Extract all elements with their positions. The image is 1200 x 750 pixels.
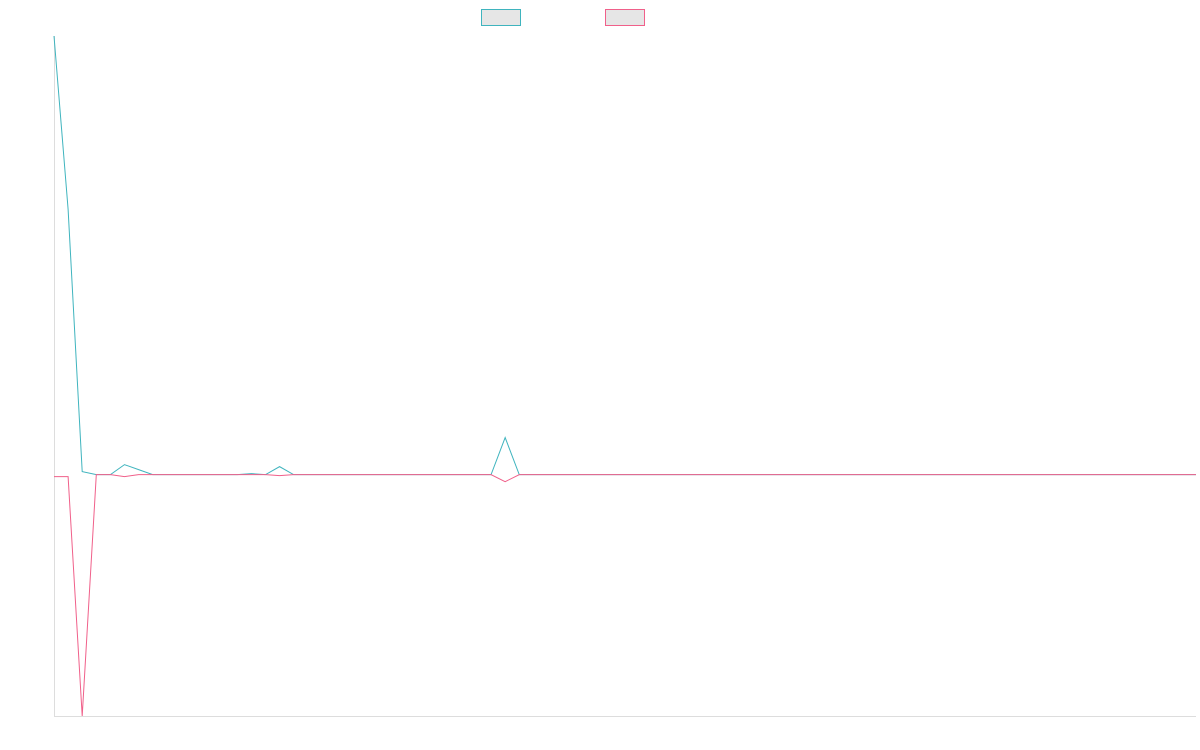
series-1-line [53,35,1196,476]
legend [481,9,645,26]
axes [54,36,1196,717]
series-2-line [54,474,1196,717]
legend-swatch-series-2[interactable] [605,9,645,26]
series-2 [54,474,1196,717]
legend-swatch-series-1[interactable] [481,9,521,26]
series-1 [53,35,1196,476]
series-layer [53,35,1196,717]
